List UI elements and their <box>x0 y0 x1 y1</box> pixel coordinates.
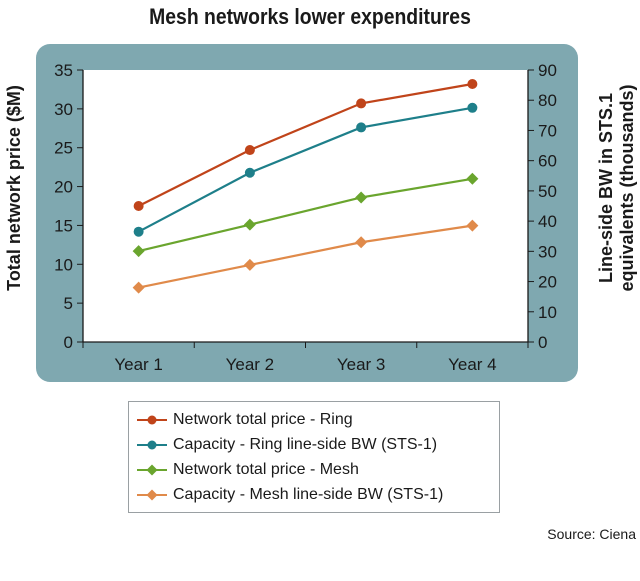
series-line-mesh-capacity <box>138 224 473 289</box>
y-left-tick-label: 35 <box>54 61 73 80</box>
legend-item-mesh-price: Network total price - Mesh <box>137 458 359 482</box>
x-tick-label: Year 4 <box>448 355 497 374</box>
legend-marker-ring-price-icon <box>137 415 167 425</box>
series-line-mesh-price <box>138 177 473 253</box>
legend-item-ring-capacity: Capacity - Ring line-side BW (STS-1) <box>137 433 437 457</box>
legend-label-mesh-price: Network total price - Mesh <box>173 461 359 478</box>
chart-svg: 0 5 10 15 20 25 30 35 0 10 20 30 40 50 60 70 80 90 Year 1 Y… <box>4 61 637 374</box>
data-point-ring-capacity <box>467 102 478 113</box>
chart-title: Mesh networks lower expenditures <box>149 4 471 29</box>
legend-marker-mesh-capacity-icon <box>137 489 167 501</box>
y-axis-title-right-line2: equivalents (thousands) <box>617 84 637 291</box>
legend-marker-ring-capacity-icon <box>137 440 167 450</box>
y-axis-title-left: Total network price ($M) <box>4 85 24 291</box>
legend-item-mesh-capacity: Capacity - Mesh line-side BW (STS-1) <box>137 483 443 507</box>
data-point-ring-price <box>356 98 367 109</box>
data-point-ring-price <box>467 78 478 89</box>
x-tick-label: Year 1 <box>114 355 163 374</box>
data-point-mesh-capacity <box>243 258 256 271</box>
data-point-ring-capacity <box>133 226 144 237</box>
x-tick-label: Year 2 <box>226 355 275 374</box>
legend-item-ring-price: Network total price - Ring <box>137 408 353 432</box>
y-right-tick-label: 90 <box>538 61 557 80</box>
y-right-tick-label: 80 <box>538 91 557 110</box>
series-line-ring-capacity <box>138 106 473 233</box>
y-axis-title-right-line1: Line-side BW in STS.1 <box>596 93 616 283</box>
y-left-tick-label: 0 <box>64 333 73 352</box>
y-right-tick-label: 70 <box>538 121 557 140</box>
y-left-tick-label: 20 <box>54 178 73 197</box>
data-point-ring-capacity <box>356 122 367 133</box>
data-point-mesh-capacity <box>132 281 145 294</box>
y-left-tick-label: 15 <box>54 216 73 235</box>
y-right-tick-label: 60 <box>538 152 557 171</box>
y-left-tick-label: 10 <box>54 255 73 274</box>
y-right-tick-label: 20 <box>538 273 557 292</box>
data-point-mesh-price <box>466 172 479 185</box>
legend-label-ring-capacity: Capacity - Ring line-side BW (STS-1) <box>173 436 438 453</box>
y-right-tick-label: 30 <box>538 242 557 261</box>
data-point-ring-capacity <box>244 167 255 178</box>
data-point-ring-price <box>244 145 255 156</box>
y-left-tick-label: 5 <box>64 294 73 313</box>
y-right-tick-label: 50 <box>538 182 557 201</box>
legend-label-ring-price: Network total price - Ring <box>173 411 353 428</box>
source-note: Source: Ciena <box>547 526 636 542</box>
data-point-mesh-price <box>243 218 256 231</box>
y-right-tick-label: 10 <box>538 303 557 322</box>
data-point-mesh-capacity <box>466 219 479 232</box>
legend: Network total price - Ring Capacity - Ri… <box>128 401 500 513</box>
x-tick-label: Year 3 <box>337 355 386 374</box>
y-left-tick-label: 25 <box>54 139 73 158</box>
data-point-mesh-capacity <box>355 236 368 249</box>
legend-marker-mesh-price-icon <box>137 464 167 476</box>
legend-label-mesh-capacity: Capacity - Mesh line-side BW (STS-1) <box>173 486 444 503</box>
y-right-tick-label: 0 <box>538 333 547 352</box>
series-line-ring-price <box>138 82 473 207</box>
y-right-tick-label: 40 <box>538 212 557 231</box>
plot-area <box>83 70 528 342</box>
data-point-mesh-price <box>132 245 145 258</box>
data-point-mesh-price <box>355 191 368 204</box>
y-left-tick-label: 30 <box>54 100 73 119</box>
data-point-ring-price <box>133 201 144 211</box>
